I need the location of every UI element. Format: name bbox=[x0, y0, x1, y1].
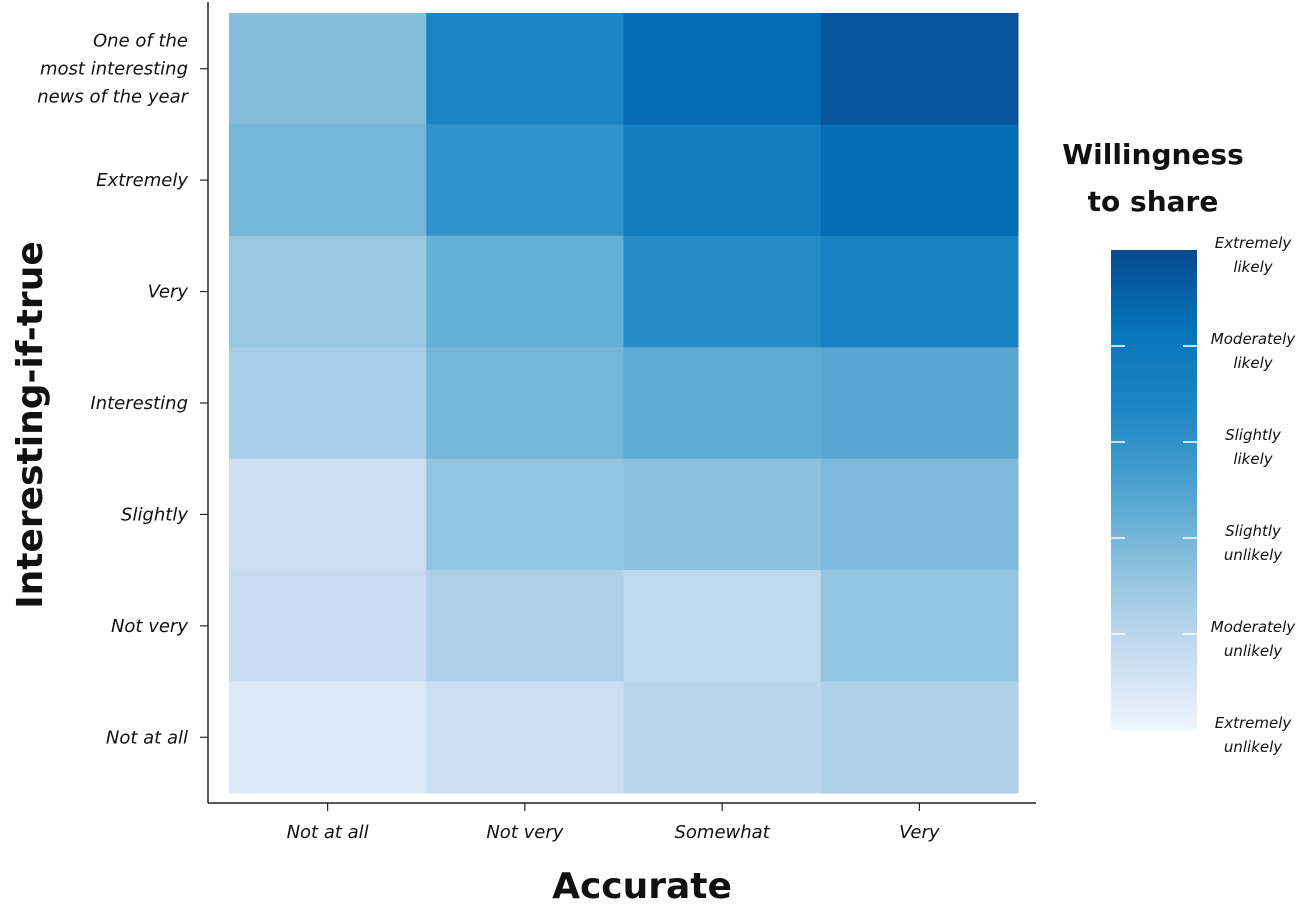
heatmap-cell-r6-c1 bbox=[426, 681, 624, 794]
y-tick-label: Slightly bbox=[121, 504, 188, 525]
legend-ticks bbox=[1111, 345, 1197, 635]
y-tick-labels: One of the most interesting news of the ye… bbox=[37, 31, 189, 749]
heatmap-cell-r0-c0 bbox=[229, 13, 427, 125]
heatmap-cell-r6-c2 bbox=[623, 681, 822, 794]
x-tick-labels: Not at all Not very Somewhat Very bbox=[287, 822, 940, 843]
heatmap-cell-r2-c3 bbox=[820, 235, 1019, 348]
heatmap-cell-r0-c3 bbox=[820, 13, 1019, 125]
heatmap-cell-r3-c1 bbox=[426, 347, 624, 460]
heatmap-cell-r4-c3 bbox=[820, 458, 1019, 571]
heatmap-cell-r3-c3 bbox=[820, 347, 1019, 460]
legend-color-bar bbox=[1111, 250, 1197, 730]
legend-label: Extremely unlikely bbox=[1215, 714, 1293, 756]
legend-label: Moderately unlikely bbox=[1211, 618, 1297, 660]
y-tick-label: Not at all bbox=[106, 727, 188, 748]
x-tick-label: Very bbox=[899, 822, 940, 843]
legend-label: Slightly likely bbox=[1225, 426, 1282, 468]
heatmap-cell-r3-c2 bbox=[623, 347, 822, 460]
heatmap-cells bbox=[229, 13, 1019, 794]
heatmap-cell-r4-c2 bbox=[623, 458, 822, 571]
legend-label: Moderately likely bbox=[1211, 330, 1297, 372]
y-tick-label: Interesting bbox=[90, 393, 188, 414]
x-tick-label: Somewhat bbox=[674, 822, 770, 843]
heatmap-cell-r1-c0 bbox=[229, 124, 427, 237]
legend-label: Extremely likely bbox=[1215, 234, 1293, 276]
legend-label: Slightly unlikely bbox=[1224, 522, 1283, 564]
y-axis-title: Interesting-if-true bbox=[10, 241, 51, 608]
heatmap-cell-r3-c0 bbox=[229, 347, 427, 460]
x-tick-label: Not at all bbox=[287, 822, 369, 843]
heatmap-cell-r2-c0 bbox=[229, 235, 427, 348]
heatmap-cell-r0-c1 bbox=[426, 13, 624, 125]
heatmap-cell-r2-c1 bbox=[426, 235, 624, 348]
heatmap-cell-r5-c0 bbox=[229, 570, 427, 683]
legend-labels: Extremely likely Moderately likely Slightly l… bbox=[1211, 234, 1297, 756]
y-tick-label: Not very bbox=[111, 616, 188, 637]
legend-title-line-2: to share bbox=[1088, 185, 1219, 218]
heatmap-cell-r4-c1 bbox=[426, 458, 624, 571]
heatmap-cell-r5-c3 bbox=[820, 570, 1019, 683]
y-tick-label: Very bbox=[148, 282, 189, 303]
y-tick-label: Extremely bbox=[96, 170, 188, 191]
heatmap-cell-r2-c2 bbox=[623, 235, 822, 348]
axes bbox=[200, 2, 1036, 811]
x-axis-title: Accurate bbox=[552, 866, 732, 906]
heatmap-cell-r1-c2 bbox=[623, 124, 822, 237]
heatmap-cell-r5-c2 bbox=[623, 570, 822, 683]
legend: Willingness to share Extremely likely Mode… bbox=[1062, 138, 1296, 756]
heatmap-cell-r4-c0 bbox=[229, 458, 427, 571]
legend-title-line-1: Willingness bbox=[1062, 138, 1244, 171]
heatmap-cell-r1-c3 bbox=[820, 124, 1019, 237]
heatmap-cell-r6-c0 bbox=[229, 681, 427, 794]
heatmap-cell-r1-c1 bbox=[426, 124, 624, 237]
x-tick-label: Not very bbox=[486, 822, 563, 843]
heatmap-cell-r5-c1 bbox=[426, 570, 624, 683]
y-tick-label: One of the most interesting news of the ye… bbox=[37, 31, 189, 108]
heatmap-cell-r6-c3 bbox=[820, 681, 1019, 794]
heatmap-cell-r0-c2 bbox=[623, 13, 822, 125]
